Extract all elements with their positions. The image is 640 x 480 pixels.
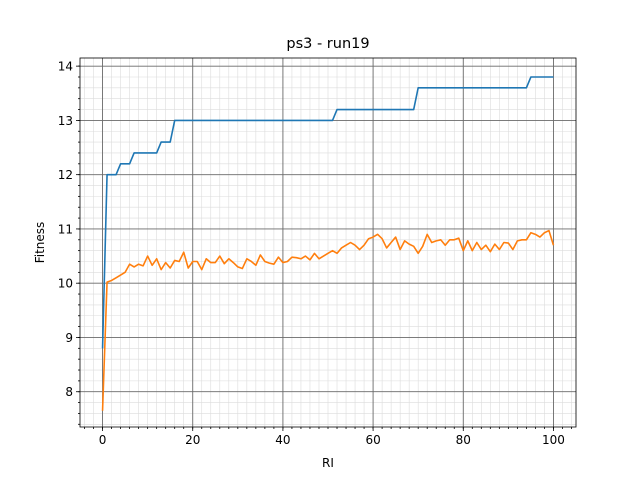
y-tick-label: 14 bbox=[58, 60, 73, 74]
x-axis-label: RI bbox=[322, 456, 334, 470]
x-tick-label: 20 bbox=[185, 433, 200, 447]
y-tick-label: 13 bbox=[58, 114, 73, 128]
y-tick-label: 10 bbox=[58, 277, 73, 291]
series-layer bbox=[101, 76, 555, 411]
series-line-2 bbox=[101, 229, 555, 411]
y-axis-label: Fitness bbox=[33, 222, 47, 264]
y-tick-label: 11 bbox=[58, 222, 73, 236]
y-tick-label: 8 bbox=[65, 385, 73, 399]
chart-title: ps3 - run19 bbox=[286, 36, 369, 52]
tick-labels: 0 20 40 60 80 100 8 9 10 11 12 13 14 bbox=[58, 60, 565, 447]
y-tick-label: 9 bbox=[65, 331, 73, 345]
y-tick-label: 12 bbox=[58, 168, 73, 182]
minor-grid bbox=[80, 58, 576, 427]
x-tick-label: 60 bbox=[365, 433, 380, 447]
x-tick-label: 40 bbox=[275, 433, 290, 447]
x-tick-label: 100 bbox=[542, 433, 565, 447]
axis-ticks bbox=[76, 65, 572, 431]
x-tick-label: 80 bbox=[456, 433, 471, 447]
series-line-1 bbox=[101, 76, 554, 349]
x-tick-label: 0 bbox=[99, 433, 107, 447]
